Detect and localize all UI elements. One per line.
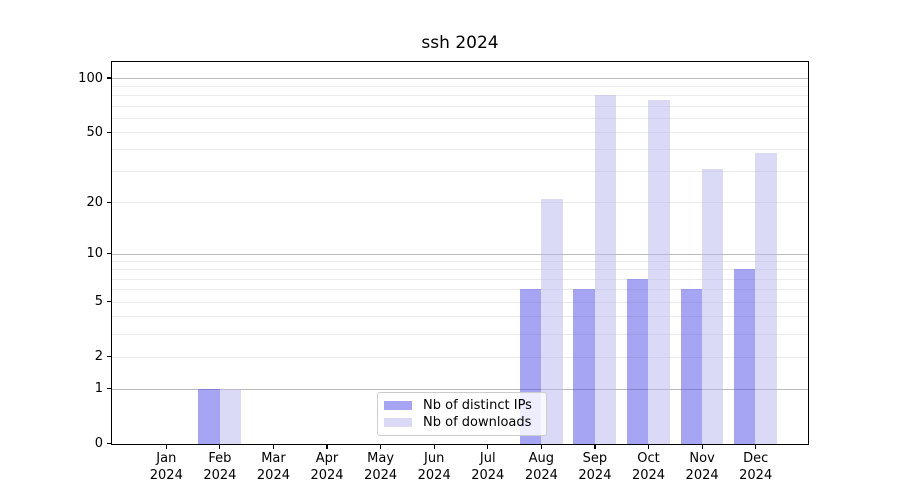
legend-label-distinct-ips: Nb of distinct IPs bbox=[423, 397, 532, 413]
gridline-minor bbox=[112, 316, 808, 318]
x-tick-mark bbox=[701, 445, 703, 449]
bar-downloads bbox=[541, 198, 563, 444]
y-tick-label: 2 bbox=[94, 349, 103, 365]
x-tick-label: Feb 2024 bbox=[203, 451, 237, 483]
x-tick-mark bbox=[165, 445, 167, 449]
legend: Nb of distinct IPs Nb of downloads bbox=[377, 392, 547, 436]
x-tick-label: Oct 2024 bbox=[631, 451, 666, 483]
x-tick-label: Mar 2024 bbox=[256, 451, 290, 483]
x-tick-label: Jan 2024 bbox=[149, 451, 183, 483]
plot-inner bbox=[112, 62, 808, 444]
gridline-minor bbox=[112, 86, 808, 88]
y-tick-mark bbox=[107, 131, 111, 133]
gridline-minor bbox=[112, 117, 808, 119]
bar-downloads bbox=[648, 100, 670, 444]
y-tick-label: 0 bbox=[94, 436, 103, 452]
y-tick-label: 5 bbox=[94, 294, 103, 310]
x-tick-label: Aug 2024 bbox=[524, 451, 558, 483]
x-tick-mark bbox=[380, 445, 382, 449]
x-tick-label: Jul 2024 bbox=[471, 451, 505, 483]
x-tick-mark bbox=[433, 445, 435, 449]
x-tick-mark bbox=[594, 445, 596, 449]
y-tick-label: 10 bbox=[86, 246, 103, 262]
x-tick-mark bbox=[487, 445, 489, 449]
y-tick-label: 20 bbox=[86, 194, 103, 210]
gridline-minor bbox=[112, 356, 808, 358]
x-tick-mark bbox=[272, 445, 275, 449]
x-tick-mark bbox=[219, 445, 221, 449]
legend-label-downloads: Nb of downloads bbox=[423, 415, 532, 431]
bar-downloads bbox=[701, 168, 724, 444]
gridline-minor bbox=[112, 131, 808, 133]
legend-swatch-distinct-ips bbox=[384, 400, 412, 410]
bar-downloads bbox=[755, 153, 777, 444]
gridline-major bbox=[112, 77, 808, 79]
y-tick-mark bbox=[107, 443, 111, 445]
y-tick-mark bbox=[107, 77, 111, 79]
x-tick-mark bbox=[647, 445, 650, 449]
bar-distinct-ips bbox=[734, 269, 756, 444]
gridline-major bbox=[112, 253, 808, 255]
gridline-minor bbox=[112, 269, 808, 271]
legend-row-distinct-ips: Nb of distinct IPs bbox=[384, 398, 540, 413]
y-tick-mark bbox=[107, 388, 111, 390]
y-tick-label: 100 bbox=[78, 70, 103, 86]
x-tick-label: Nov 2024 bbox=[685, 451, 719, 483]
gridline-minor bbox=[112, 202, 808, 204]
gridline-minor bbox=[112, 149, 808, 151]
bar-distinct-ips bbox=[573, 289, 595, 444]
y-tick-mark bbox=[107, 356, 111, 358]
x-tick-label: Jun 2024 bbox=[417, 451, 451, 483]
y-tick-label: 1 bbox=[94, 381, 103, 397]
y-tick-mark bbox=[107, 301, 111, 303]
gridline-minor bbox=[112, 301, 808, 303]
y-tick-mark bbox=[107, 201, 111, 204]
gridline-major bbox=[112, 388, 808, 390]
gridline-minor bbox=[112, 278, 808, 280]
bar-downloads bbox=[219, 388, 242, 444]
chart-title: ssh 2024 bbox=[421, 33, 499, 53]
x-tick-mark bbox=[755, 445, 757, 449]
gridline-minor bbox=[112, 261, 808, 263]
x-tick-label: Sep 2024 bbox=[578, 451, 612, 483]
legend-row-downloads: Nb of downloads bbox=[384, 415, 540, 430]
bar-downloads bbox=[594, 95, 617, 444]
x-tick-mark bbox=[326, 445, 328, 449]
gridline-minor bbox=[112, 105, 808, 107]
bar-distinct-ips bbox=[680, 289, 702, 444]
x-tick-label: Dec 2024 bbox=[739, 451, 773, 483]
y-tick-mark bbox=[107, 253, 111, 255]
gridline-minor bbox=[112, 171, 808, 173]
x-tick-label: May 2024 bbox=[364, 451, 398, 483]
plot-area bbox=[111, 61, 809, 445]
y-tick-label: 50 bbox=[86, 124, 103, 140]
gridline-minor bbox=[112, 289, 808, 291]
bar-distinct-ips bbox=[198, 388, 220, 444]
x-tick-label: Apr 2024 bbox=[310, 451, 344, 483]
gridline-minor bbox=[112, 95, 808, 97]
legend-swatch-downloads bbox=[384, 418, 412, 428]
gridline-minor bbox=[112, 333, 808, 335]
bar-distinct-ips bbox=[626, 278, 649, 444]
x-tick-mark bbox=[540, 445, 542, 449]
